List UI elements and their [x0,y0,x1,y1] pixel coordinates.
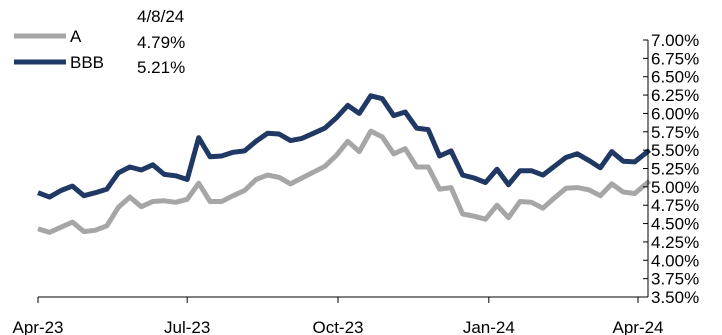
y-tick-label: 5.50% [651,141,699,160]
annotation-value-a: 4.79% [137,33,185,52]
y-tick-label: 4.25% [651,233,699,252]
y-tick-label: 6.25% [651,86,699,105]
latest-value-annotation: 4/8/24 4.79% 5.21% [137,7,185,77]
y-tick-label: 4.50% [651,215,699,234]
plot-lines [37,93,652,235]
y-tick-label: 7.00% [651,31,699,50]
series-line-bbb [37,93,652,200]
x-axis: Apr-23 Jul-23 Oct-23 Jan-24 Apr-24 [12,296,664,335]
y-tick-label: 6.00% [651,104,699,123]
x-tick-label: Jul-23 [164,318,210,335]
y-tick-label: 6.50% [651,68,699,87]
y-tick-label: 6.75% [651,49,699,68]
x-tick-label: Apr-24 [612,318,663,335]
y-tick-label: 5.25% [651,160,699,179]
x-tick-label: Oct-23 [312,318,363,335]
legend-label-bbb: BBB [70,53,104,72]
y-ticks: 3.50%3.75%4.00%4.25%4.50%4.75%5.00%5.25%… [643,31,699,307]
y-tick-label: 5.00% [651,178,699,197]
y-tick-label: 4.75% [651,196,699,215]
x-ticks: Apr-23 Jul-23 Oct-23 Jan-24 Apr-24 [12,297,664,335]
y-tick-label: 3.75% [651,270,699,289]
annotation-date: 4/8/24 [137,7,184,26]
series-line-a [37,128,652,235]
legend-label-a: A [70,27,82,46]
x-tick-label: Apr-23 [12,318,63,335]
annotation-value-bbb: 5.21% [137,58,185,77]
y-tick-label: 4.00% [651,251,699,270]
y-tick-label: 5.75% [651,123,699,142]
y-tick-label: 3.50% [651,288,699,307]
x-tick-label: Jan-24 [463,318,515,335]
y-axis: 3.50%3.75%4.00%4.25%4.50%4.75%5.00%5.25%… [643,31,699,307]
legend: A BBB [14,27,104,72]
